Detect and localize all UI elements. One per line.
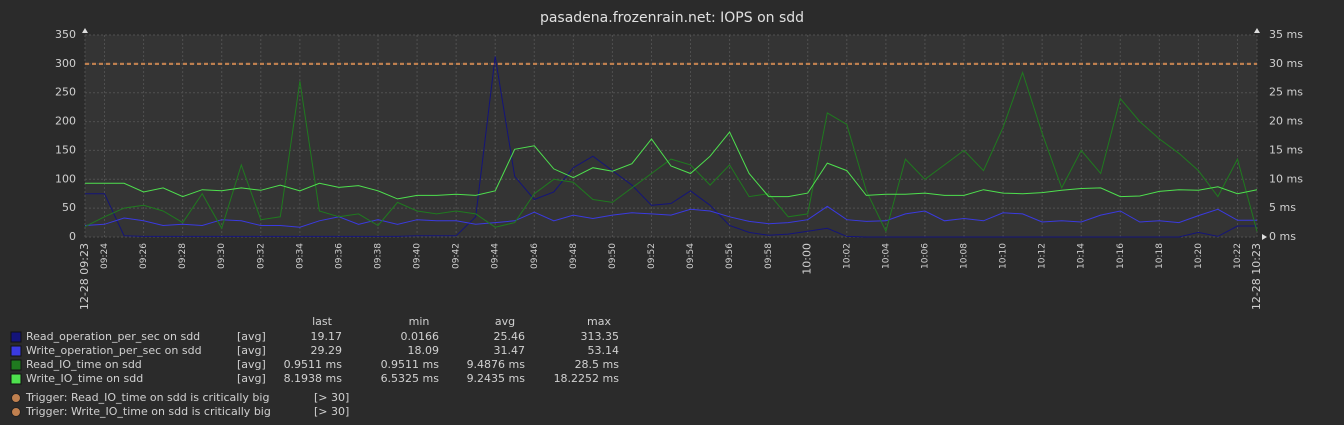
x-tick-label: 09:28 — [178, 243, 188, 269]
legend-stat: 19.17 — [311, 330, 343, 343]
y-tick-label: 0 — [69, 230, 76, 243]
y2-tick-label: 25 ms — [1269, 86, 1303, 99]
series-line — [85, 56, 1257, 238]
y2-tick-label: 0 ms — [1269, 230, 1296, 243]
y2-tick-label: 10 ms — [1269, 172, 1303, 185]
x-tick-label: 12-28 10:23 — [1250, 243, 1263, 310]
x-tick-label: 09:24 — [100, 243, 110, 269]
y-tick-label: 200 — [55, 115, 76, 128]
legend-stat: 0.9511 ms — [284, 358, 343, 371]
legend-func: [avg] — [237, 330, 266, 343]
y2-tick-label: 35 ms — [1269, 28, 1303, 41]
y-tick-label: 100 — [55, 172, 76, 185]
legend-swatch — [10, 359, 22, 371]
y-tick-label: 50 — [62, 201, 76, 214]
legend-func: [avg] — [237, 372, 266, 385]
x-tick-label: 09:40 — [413, 243, 423, 269]
legend-label: Read_IO_time on sdd — [26, 358, 142, 371]
legend-stat: 0.0166 — [401, 330, 440, 343]
x-tick-label: 10:22 — [1233, 243, 1243, 269]
x-tick-label: 09:36 — [334, 243, 344, 269]
x-tick-label: 09:58 — [764, 243, 774, 269]
legend-func: [avg] — [237, 358, 266, 371]
legend-stat: 25.46 — [494, 330, 526, 343]
legend-stat: 6.5325 ms — [381, 372, 440, 385]
x-tick-label: 09:56 — [725, 243, 735, 269]
series-line — [84, 205, 1257, 228]
y-tick-label: 300 — [55, 57, 76, 70]
legend-stat: 9.4876 ms — [467, 358, 526, 371]
x-tick-label: 09:52 — [647, 243, 657, 269]
y-tick-label: 250 — [55, 86, 76, 99]
series-line — [85, 131, 1258, 200]
x-tick-label: 09:32 — [256, 243, 266, 269]
legend-label: Read_operation_per_sec on sdd — [26, 330, 200, 343]
y-tick-label: 350 — [55, 28, 76, 41]
legend-label: Write_operation_per_sec on sdd — [26, 344, 202, 357]
y2-tick-label: 30 ms — [1269, 57, 1303, 70]
x-tick-label: 10:20 — [1194, 243, 1204, 269]
legend-column-header: max — [587, 315, 611, 328]
legend-stat: 0.9511 ms — [381, 358, 440, 371]
y2-tick-label: 15 ms — [1269, 143, 1303, 156]
legend-swatch — [10, 345, 22, 357]
x-tick-label: 09:46 — [530, 243, 540, 269]
x-tick-label: 10:00 — [801, 243, 814, 275]
x-tick-label: 09:50 — [608, 243, 618, 269]
legend-swatch — [10, 331, 22, 343]
legend-column-header: last — [312, 315, 333, 328]
x-tick-label: 09:38 — [374, 243, 384, 269]
legend-stat: 53.14 — [588, 344, 620, 357]
legend-trigger-icon — [11, 407, 21, 417]
legend-trigger-label: Trigger: Read_IO_time on sdd is critical… — [25, 391, 269, 404]
x-tick-label: 10:08 — [960, 243, 970, 269]
x-tick-label: 10:02 — [842, 243, 852, 269]
y-tick-label: 150 — [55, 143, 76, 156]
legend-stat: 31.47 — [494, 344, 526, 357]
x-tick-label: 10:16 — [1116, 243, 1126, 269]
legend-stat: 18.09 — [408, 344, 440, 357]
legend-stat: 313.35 — [581, 330, 620, 343]
legend-column-header: min — [409, 315, 430, 328]
x-tick-label: 10:10 — [999, 243, 1009, 269]
axis-arrow — [1262, 234, 1267, 240]
legend-stat: 9.2435 ms — [467, 372, 526, 385]
legend-stat: 8.1938 ms — [284, 372, 343, 385]
x-tick-label: 10:04 — [881, 243, 891, 269]
legend-swatch — [10, 373, 22, 385]
x-tick-label: 10:12 — [1038, 243, 1048, 269]
x-tick-label: 10:14 — [1077, 243, 1087, 269]
y2-tick-label: 20 ms — [1269, 115, 1303, 128]
legend-trigger-icon — [11, 393, 21, 403]
series-line — [84, 70, 1258, 233]
x-tick-label: 10:06 — [920, 243, 930, 269]
x-tick-label: 10:18 — [1155, 243, 1165, 269]
x-tick-label: 09:48 — [569, 243, 579, 269]
legend-trigger-label: Trigger: Write_IO_time on sdd is critica… — [25, 405, 271, 418]
legend-func: [avg] — [237, 344, 266, 357]
legend-column-header: avg — [495, 315, 515, 328]
chart-title: pasadena.frozenrain.net: IOPS on sdd — [540, 10, 804, 26]
x-tick-label: 09:42 — [452, 243, 462, 269]
legend-label: Write_IO_time on sdd — [26, 372, 143, 385]
x-tick-label: 12-28 09:23 — [78, 243, 91, 310]
x-tick-label: 09:26 — [139, 243, 149, 269]
x-tick-label: 09:54 — [686, 243, 696, 269]
x-tick-label: 09:30 — [217, 243, 227, 269]
legend-trigger-threshold: [> 30] — [314, 405, 349, 418]
x-tick-label: 09:44 — [491, 243, 501, 269]
legend-stat: 28.5 ms — [575, 358, 620, 371]
legend-stat: 29.29 — [311, 344, 343, 357]
legend-trigger-threshold: [> 30] — [314, 391, 349, 404]
y2-tick-label: 5 ms — [1269, 201, 1296, 214]
legend-stat: 18.2252 ms — [554, 372, 620, 385]
x-tick-label: 09:34 — [295, 243, 305, 269]
